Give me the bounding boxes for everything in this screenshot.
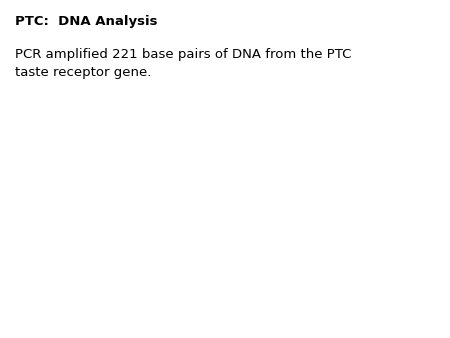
Text: PCR amplified 221 base pairs of DNA from the PTC
taste receptor gene.: PCR amplified 221 base pairs of DNA from… (15, 48, 351, 79)
Text: PTC:  DNA Analysis: PTC: DNA Analysis (15, 15, 157, 28)
